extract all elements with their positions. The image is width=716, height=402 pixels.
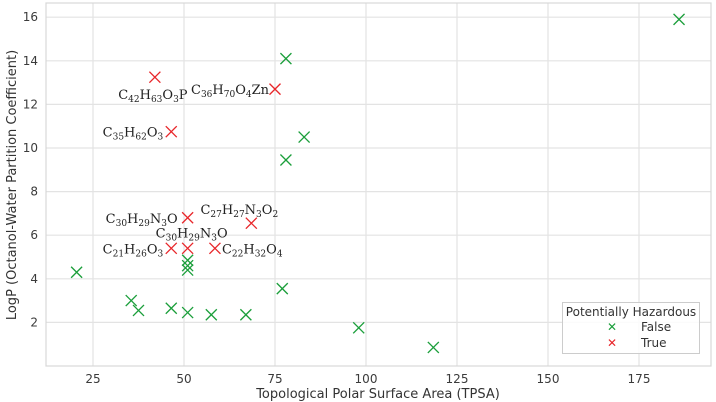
- plot-frame: [45, 2, 712, 367]
- y-tick-label: 8: [30, 185, 38, 199]
- y-axis-ticks: 2 4 6 8 10 12 14 16: [23, 10, 38, 329]
- y-axis-label: LogP (Octanol-Water Partition Coefficien…: [5, 50, 20, 320]
- x-marker-icon: [181, 306, 194, 319]
- x-marker-icon: [165, 125, 178, 138]
- x-tick-label: 25: [85, 372, 100, 386]
- legend-item-true: ✕ True: [563, 335, 699, 351]
- x-tick-label: 150: [537, 372, 560, 386]
- x-marker-icon: [298, 131, 311, 144]
- x-marker-icon: [181, 242, 194, 255]
- x-marker-icon: [427, 341, 440, 354]
- x-tick-label: 50: [176, 372, 191, 386]
- x-marker-icon: [181, 211, 194, 224]
- x-marker-icon: [279, 52, 292, 65]
- x-tick-label: 100: [355, 372, 378, 386]
- formula-annotation: C30H29N3O: [106, 212, 178, 229]
- legend: Potentially Hazardous ✕ False ✕ True: [562, 302, 700, 354]
- x-marker-icon: ✕: [607, 336, 618, 350]
- formula-annotation: C42H63O3P: [118, 88, 188, 105]
- x-marker-icon: [125, 294, 138, 307]
- x-marker-icon: [165, 242, 178, 255]
- legend-item-false: ✕ False: [563, 319, 699, 335]
- formula-annotation: C27H27N3O2: [200, 203, 278, 220]
- y-tick-label: 12: [23, 97, 38, 111]
- x-marker-icon: [279, 154, 292, 166]
- x-marker-icon: [181, 254, 194, 267]
- x-marker-icon: [181, 264, 194, 277]
- y-tick-label: 6: [30, 228, 38, 242]
- formula-annotation: C30H29N3O: [156, 226, 228, 243]
- x-marker-icon: [276, 282, 289, 295]
- x-marker-icon: [132, 304, 145, 317]
- x-tick-label: 125: [446, 372, 469, 386]
- data-points: [70, 13, 685, 354]
- x-marker-icon: [269, 83, 281, 96]
- x-marker-icon: [245, 217, 258, 230]
- x-marker-icon: [70, 266, 83, 279]
- y-tick-label: 16: [23, 10, 38, 24]
- x-marker-icon: [205, 308, 218, 321]
- x-marker-icon: [165, 302, 178, 315]
- grid-lines: [46, 3, 711, 366]
- y-tick-label: 10: [23, 141, 38, 155]
- x-tick-label: 175: [628, 372, 651, 386]
- y-tick-label: 4: [30, 272, 38, 286]
- x-marker-icon: [239, 308, 252, 321]
- x-marker-icon: [673, 13, 685, 26]
- x-marker-icon: [208, 242, 221, 255]
- formula-annotation: C35H62O3: [103, 126, 164, 143]
- legend-label: True: [641, 336, 667, 350]
- y-tick-label: 14: [23, 54, 38, 68]
- y-tick-label: 2: [30, 315, 38, 329]
- x-axis-label: Topological Polar Surface Area (TPSA): [255, 387, 500, 402]
- x-marker-icon: ✕: [607, 320, 618, 334]
- formula-annotation: C22H32O4: [222, 242, 283, 259]
- x-marker-icon: [148, 71, 161, 84]
- x-marker-icon: [181, 259, 194, 272]
- formula-annotation: C36H70O4Zn: [191, 83, 270, 100]
- x-marker-icon: [352, 321, 365, 334]
- legend-title: Potentially Hazardous: [565, 305, 697, 319]
- annotations: C42H63O3P C36H70O4Zn C35H62O3 C30H29N3O C27H…: [103, 83, 283, 259]
- legend-label: False: [641, 320, 672, 334]
- x-axis-ticks: 25 50 75 100 125 150 175: [85, 372, 650, 386]
- formula-annotation: C21H26O3: [103, 242, 164, 259]
- x-tick-label: 75: [267, 372, 282, 386]
